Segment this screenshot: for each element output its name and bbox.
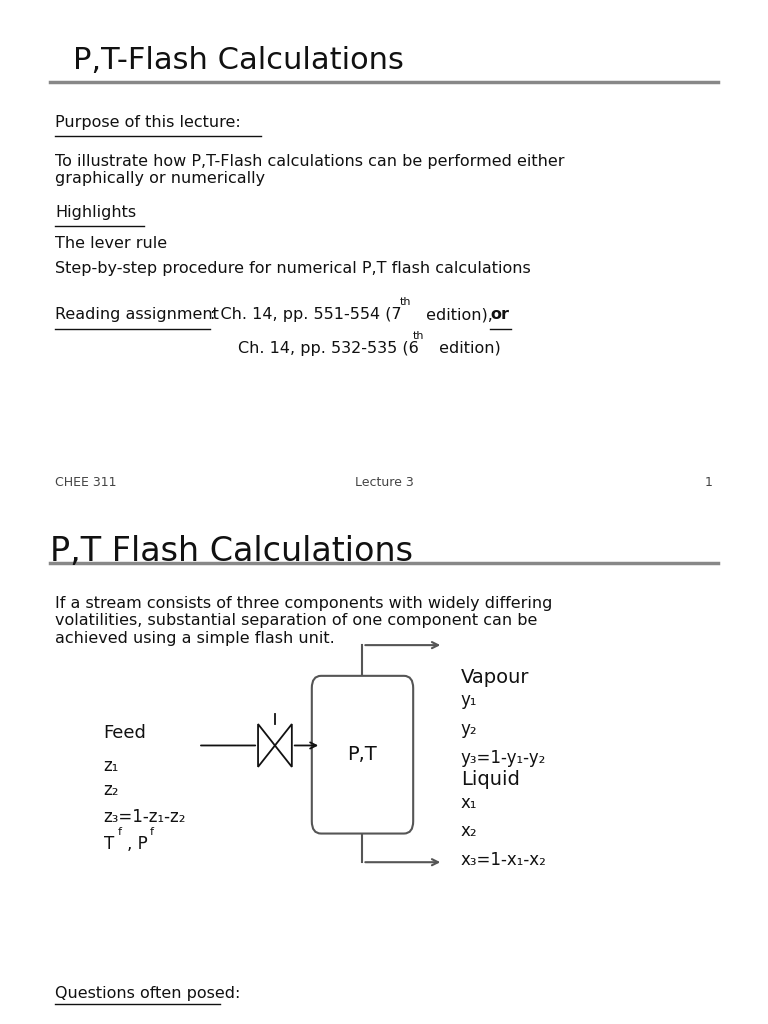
Text: To illustrate how P,T-Flash calculations can be performed either
graphically or : To illustrate how P,T-Flash calculations… — [55, 154, 564, 186]
Text: y₁: y₁ — [461, 691, 477, 710]
Text: edition): edition) — [434, 341, 501, 356]
Text: th: th — [413, 331, 425, 341]
Text: Feed: Feed — [104, 724, 147, 742]
Text: Purpose of this lecture:: Purpose of this lecture: — [55, 115, 241, 130]
Text: x₃=1-x₁-x₂: x₃=1-x₁-x₂ — [461, 851, 547, 869]
Text: If a stream consists of three components with widely differing
volatilities, sub: If a stream consists of three components… — [55, 596, 553, 646]
FancyBboxPatch shape — [312, 676, 413, 834]
Text: P,T: P,T — [348, 745, 377, 764]
Text: edition),: edition), — [421, 307, 498, 323]
Text: The lever rule: The lever rule — [55, 236, 167, 251]
Text: CHEE 311: CHEE 311 — [55, 476, 117, 489]
Text: Ch. 14, pp. 532-535 (6: Ch. 14, pp. 532-535 (6 — [238, 341, 419, 356]
Text: x₁: x₁ — [461, 794, 477, 812]
Text: z₂: z₂ — [104, 781, 119, 800]
Text: or: or — [490, 307, 509, 323]
Text: , P: , P — [127, 835, 147, 853]
Text: y₃=1-y₁-y₂: y₃=1-y₁-y₂ — [461, 749, 546, 767]
Text: P,T-Flash Calculations: P,T-Flash Calculations — [73, 46, 404, 75]
Text: y₂: y₂ — [461, 720, 478, 738]
Text: Questions often posed:: Questions often posed: — [55, 986, 240, 1001]
Text: : Ch. 14, pp. 551-554 (7: : Ch. 14, pp. 551-554 (7 — [210, 307, 402, 323]
Text: Highlights: Highlights — [55, 205, 137, 220]
Text: Liquid: Liquid — [461, 770, 520, 790]
Text: T: T — [104, 835, 114, 853]
Text: z₁: z₁ — [104, 757, 119, 775]
Text: Reading assignment: Reading assignment — [55, 307, 219, 323]
Text: Lecture 3: Lecture 3 — [355, 476, 413, 489]
Text: P,T Flash Calculations: P,T Flash Calculations — [50, 535, 413, 567]
Text: f: f — [150, 827, 154, 838]
Text: Vapour: Vapour — [461, 668, 529, 687]
Text: th: th — [400, 297, 412, 307]
Text: x₂: x₂ — [461, 822, 478, 841]
Text: z₃=1-z₁-z₂: z₃=1-z₁-z₂ — [104, 808, 186, 826]
Text: Step-by-step procedure for numerical P,T flash calculations: Step-by-step procedure for numerical P,T… — [55, 261, 531, 276]
Text: 1: 1 — [705, 476, 713, 489]
Text: f: f — [118, 827, 121, 838]
